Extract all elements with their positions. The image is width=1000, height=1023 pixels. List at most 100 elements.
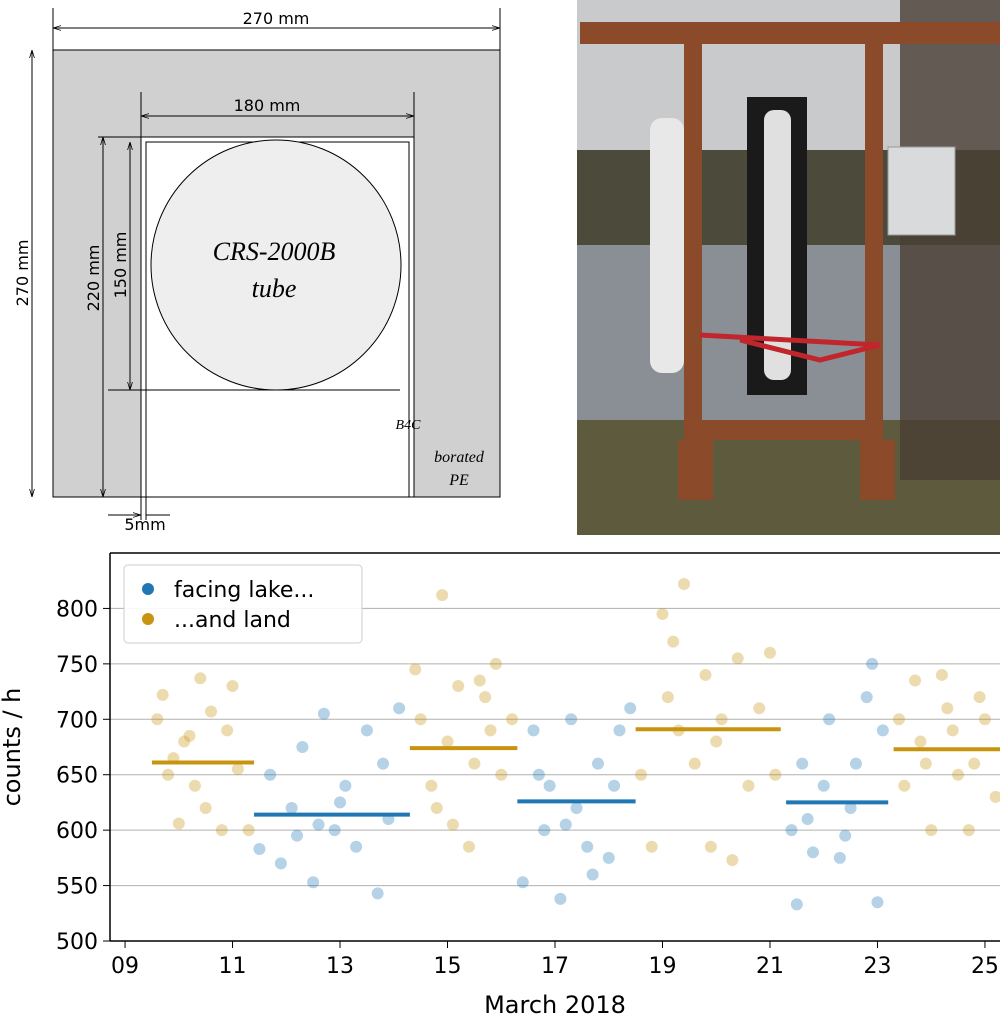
point [753,702,766,715]
point [479,691,492,704]
y-tick-label: 700 [56,708,98,733]
point [307,876,320,889]
point [151,713,164,726]
point [763,646,776,659]
electronics-box [887,146,956,236]
point [409,663,422,676]
point [312,818,325,831]
point [710,735,723,748]
dim-label: 270 mm [243,9,310,28]
tube-label: tube [252,274,297,303]
point [968,757,981,770]
tube-label: CRS-2000B [213,237,336,266]
point [796,757,809,770]
point [183,729,196,742]
point [468,757,481,770]
point [731,652,744,665]
point [866,657,879,670]
x-tick-label: 23 [863,954,891,979]
frame-foot [678,440,713,500]
frame-foot [860,440,895,500]
y-tick-label: 800 [56,597,98,622]
point [898,779,911,792]
point [769,768,782,781]
y-tick-label: 500 [56,930,98,955]
detector-white [650,118,684,373]
frame-post [865,40,883,500]
point [489,657,502,670]
point [274,857,287,870]
photo [577,0,1000,535]
point [414,713,427,726]
point [973,691,986,704]
x-tick-label: 25 [971,954,999,979]
point [199,801,212,814]
x-tick-label: 21 [756,954,784,979]
point [538,824,551,837]
point [350,840,363,853]
point [839,829,852,842]
point [624,702,637,715]
point [441,735,454,748]
point [892,713,905,726]
dim-label: 270 mm [13,240,32,307]
point [178,735,191,748]
point [742,779,755,792]
tree-trunk [900,0,1000,480]
point [645,840,658,853]
point [823,713,836,726]
point [704,840,717,853]
point [559,818,572,831]
shield-label: PE [448,472,469,489]
point [801,813,814,826]
point [581,840,594,853]
point [914,735,927,748]
point [516,876,529,889]
legend-marker [142,613,154,625]
x-tick-label: 09 [111,954,139,979]
point [215,824,228,837]
shield-diagram: 270 mm 180 mm 270 mm 220 mm 150 mm CRS-2… [13,8,501,534]
point [677,578,690,591]
point [194,672,207,685]
y-tick-label: 550 [56,875,98,900]
point [495,768,508,781]
y-tick-label: 600 [56,819,98,844]
point [602,851,615,864]
point [339,779,352,792]
point [876,724,889,737]
point [952,768,965,781]
point [172,817,185,830]
liner-label: B4C [396,418,422,433]
point [463,840,476,853]
y-tick-label: 650 [56,764,98,789]
point [446,818,459,831]
x-tick-label: 19 [648,954,676,979]
point [430,801,443,814]
point [527,724,540,737]
point [436,589,449,602]
plot-area [151,578,1000,911]
point [188,779,201,792]
point [785,824,798,837]
point [371,887,384,900]
frame-beam [580,22,1000,44]
shield-label: borated [434,449,485,466]
point [264,768,277,781]
point [334,796,347,809]
point [360,724,373,737]
point [941,702,954,715]
point [989,790,1000,803]
frame-post [684,40,702,500]
point [634,768,647,781]
y-tick-label: 750 [56,653,98,678]
point [543,779,556,792]
point [285,801,298,814]
point [613,724,626,737]
point [726,854,739,867]
point [591,757,604,770]
point [377,757,390,770]
legend-label: ...and land [174,608,291,633]
point [156,688,169,701]
point [833,851,846,864]
